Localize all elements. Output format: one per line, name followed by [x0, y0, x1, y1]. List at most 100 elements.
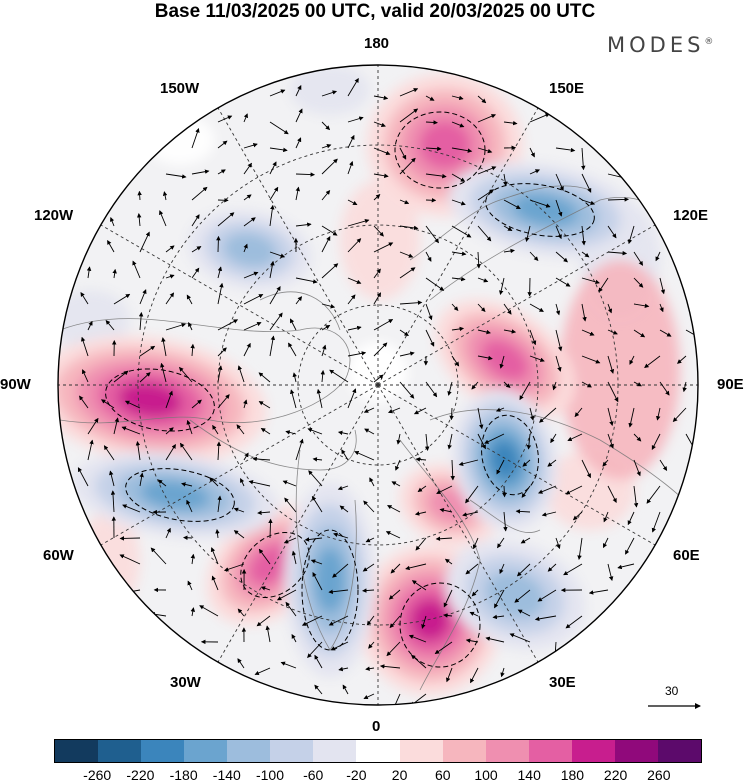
- wind-arrow: [581, 277, 600, 285]
- wind-arrow: [581, 199, 596, 206]
- colorbar-swatch: [55, 740, 99, 762]
- wind-arrow: [388, 589, 401, 600]
- wind-arrow: [363, 500, 375, 513]
- wind-arrow: [138, 311, 144, 331]
- wind-arrow: [656, 407, 661, 421]
- wind-arrow: [119, 536, 141, 541]
- wind-arrow: [503, 511, 508, 532]
- wind-arrow: [603, 511, 609, 523]
- wind-arrow: [365, 537, 375, 543]
- wind-arrow: [190, 553, 196, 565]
- wind-arrow: [347, 388, 357, 409]
- wind-arrow: [191, 246, 202, 253]
- wind-arrow: [577, 537, 583, 560]
- wind-arrow: [159, 210, 167, 227]
- colorbar-swatch: [528, 740, 572, 762]
- wind-arrow: [565, 485, 583, 495]
- wind-arrow: [314, 684, 323, 695]
- weak-anomaly-shading: [290, 65, 370, 115]
- brand-text: MODES: [607, 33, 705, 57]
- wind-arrow: [503, 381, 511, 389]
- wind-arrow: [386, 641, 401, 657]
- wind-arrow: [179, 442, 193, 461]
- colorbar: [54, 739, 702, 763]
- wind-arrow: [285, 430, 297, 435]
- wind-arrow: [276, 589, 297, 601]
- wind-arrow: [187, 580, 193, 591]
- wind-arrow: [405, 563, 427, 571]
- wind-arrow: [574, 407, 583, 418]
- wind-arrow: [105, 320, 115, 331]
- wind-arrow: [387, 505, 401, 513]
- wind-arrow: [337, 485, 349, 491]
- colorbar-swatch: [227, 740, 271, 762]
- wind-arrow: [565, 615, 583, 629]
- wind-arrow: [165, 527, 171, 539]
- negative-anomaly-shading: [223, 232, 277, 268]
- label-30e: 30E: [549, 674, 576, 691]
- wind-arrow: [321, 90, 338, 97]
- wind-arrow: [139, 372, 151, 383]
- colorbar-tick-label: 140: [517, 767, 541, 783]
- wind-arrow: [237, 608, 245, 617]
- wind-arrow: [572, 511, 583, 521]
- wind-arrow: [451, 147, 473, 153]
- wind-arrow: [682, 381, 687, 393]
- wind-arrow: [547, 459, 557, 467]
- wind-arrow: [373, 95, 389, 101]
- wind-arrow: [282, 480, 297, 487]
- wind-arrow: [237, 365, 245, 383]
- wind-arrow: [268, 518, 273, 539]
- wind-arrow: [139, 472, 144, 487]
- wind-arrow: [243, 452, 249, 461]
- wind-arrow: [209, 477, 219, 487]
- wind-arrow: [425, 120, 438, 125]
- wind-arrow: [436, 485, 453, 494]
- wind-arrow: [379, 664, 401, 669]
- reference-vector-label: 30: [665, 684, 679, 698]
- wind-arrow: [260, 427, 271, 435]
- wind-arrow: [295, 85, 302, 97]
- wind-arrow: [165, 427, 174, 435]
- wind-arrow: [581, 225, 586, 246]
- positive-anomaly-shading: [410, 599, 450, 641]
- wind-arrow: [362, 563, 375, 572]
- wind-arrow: [477, 329, 491, 335]
- wind-arrow: [602, 459, 609, 467]
- wind-arrow: [659, 277, 666, 295]
- wind-arrow: [347, 351, 367, 357]
- label-0: 0: [372, 718, 381, 735]
- wind-arrow: [103, 445, 115, 461]
- wind-arrow: [644, 355, 661, 369]
- wind-arrow: [217, 212, 235, 227]
- wind-arrow: [373, 121, 386, 127]
- wind-arrow: [252, 456, 271, 462]
- anomaly-field: [58, 65, 698, 705]
- wind-arrow: [503, 248, 515, 254]
- wind-arrow: [217, 169, 226, 175]
- wind-arrow: [321, 225, 338, 236]
- wind-arrow: [179, 366, 193, 383]
- wind-arrow: [390, 563, 401, 574]
- colorbar-tick-label: -260: [83, 767, 112, 783]
- wind-arrow: [484, 433, 505, 444]
- wind-arrow: [233, 507, 245, 513]
- colorbar-tick-label: -140: [212, 767, 241, 783]
- wind-arrow: [625, 537, 635, 555]
- wind-arrow: [425, 225, 439, 244]
- wind-arrow: [186, 499, 193, 513]
- colorbar-swatch: [270, 740, 314, 762]
- wind-arrow: [471, 381, 479, 390]
- wind-arrow: [399, 88, 419, 97]
- wind-arrow: [217, 115, 233, 123]
- positive-anomaly-shading: [419, 121, 471, 169]
- wind-arrow: [462, 511, 479, 517]
- wind-arrow: [439, 508, 453, 513]
- wind-arrow: [183, 535, 193, 540]
- meridian-line: [377, 107, 539, 386]
- wind-arrow: [633, 485, 639, 508]
- wind-arrow: [399, 351, 415, 357]
- wind-arrow: [321, 190, 331, 201]
- wind-arrow: [217, 140, 228, 149]
- wind-arrow: [633, 433, 642, 442]
